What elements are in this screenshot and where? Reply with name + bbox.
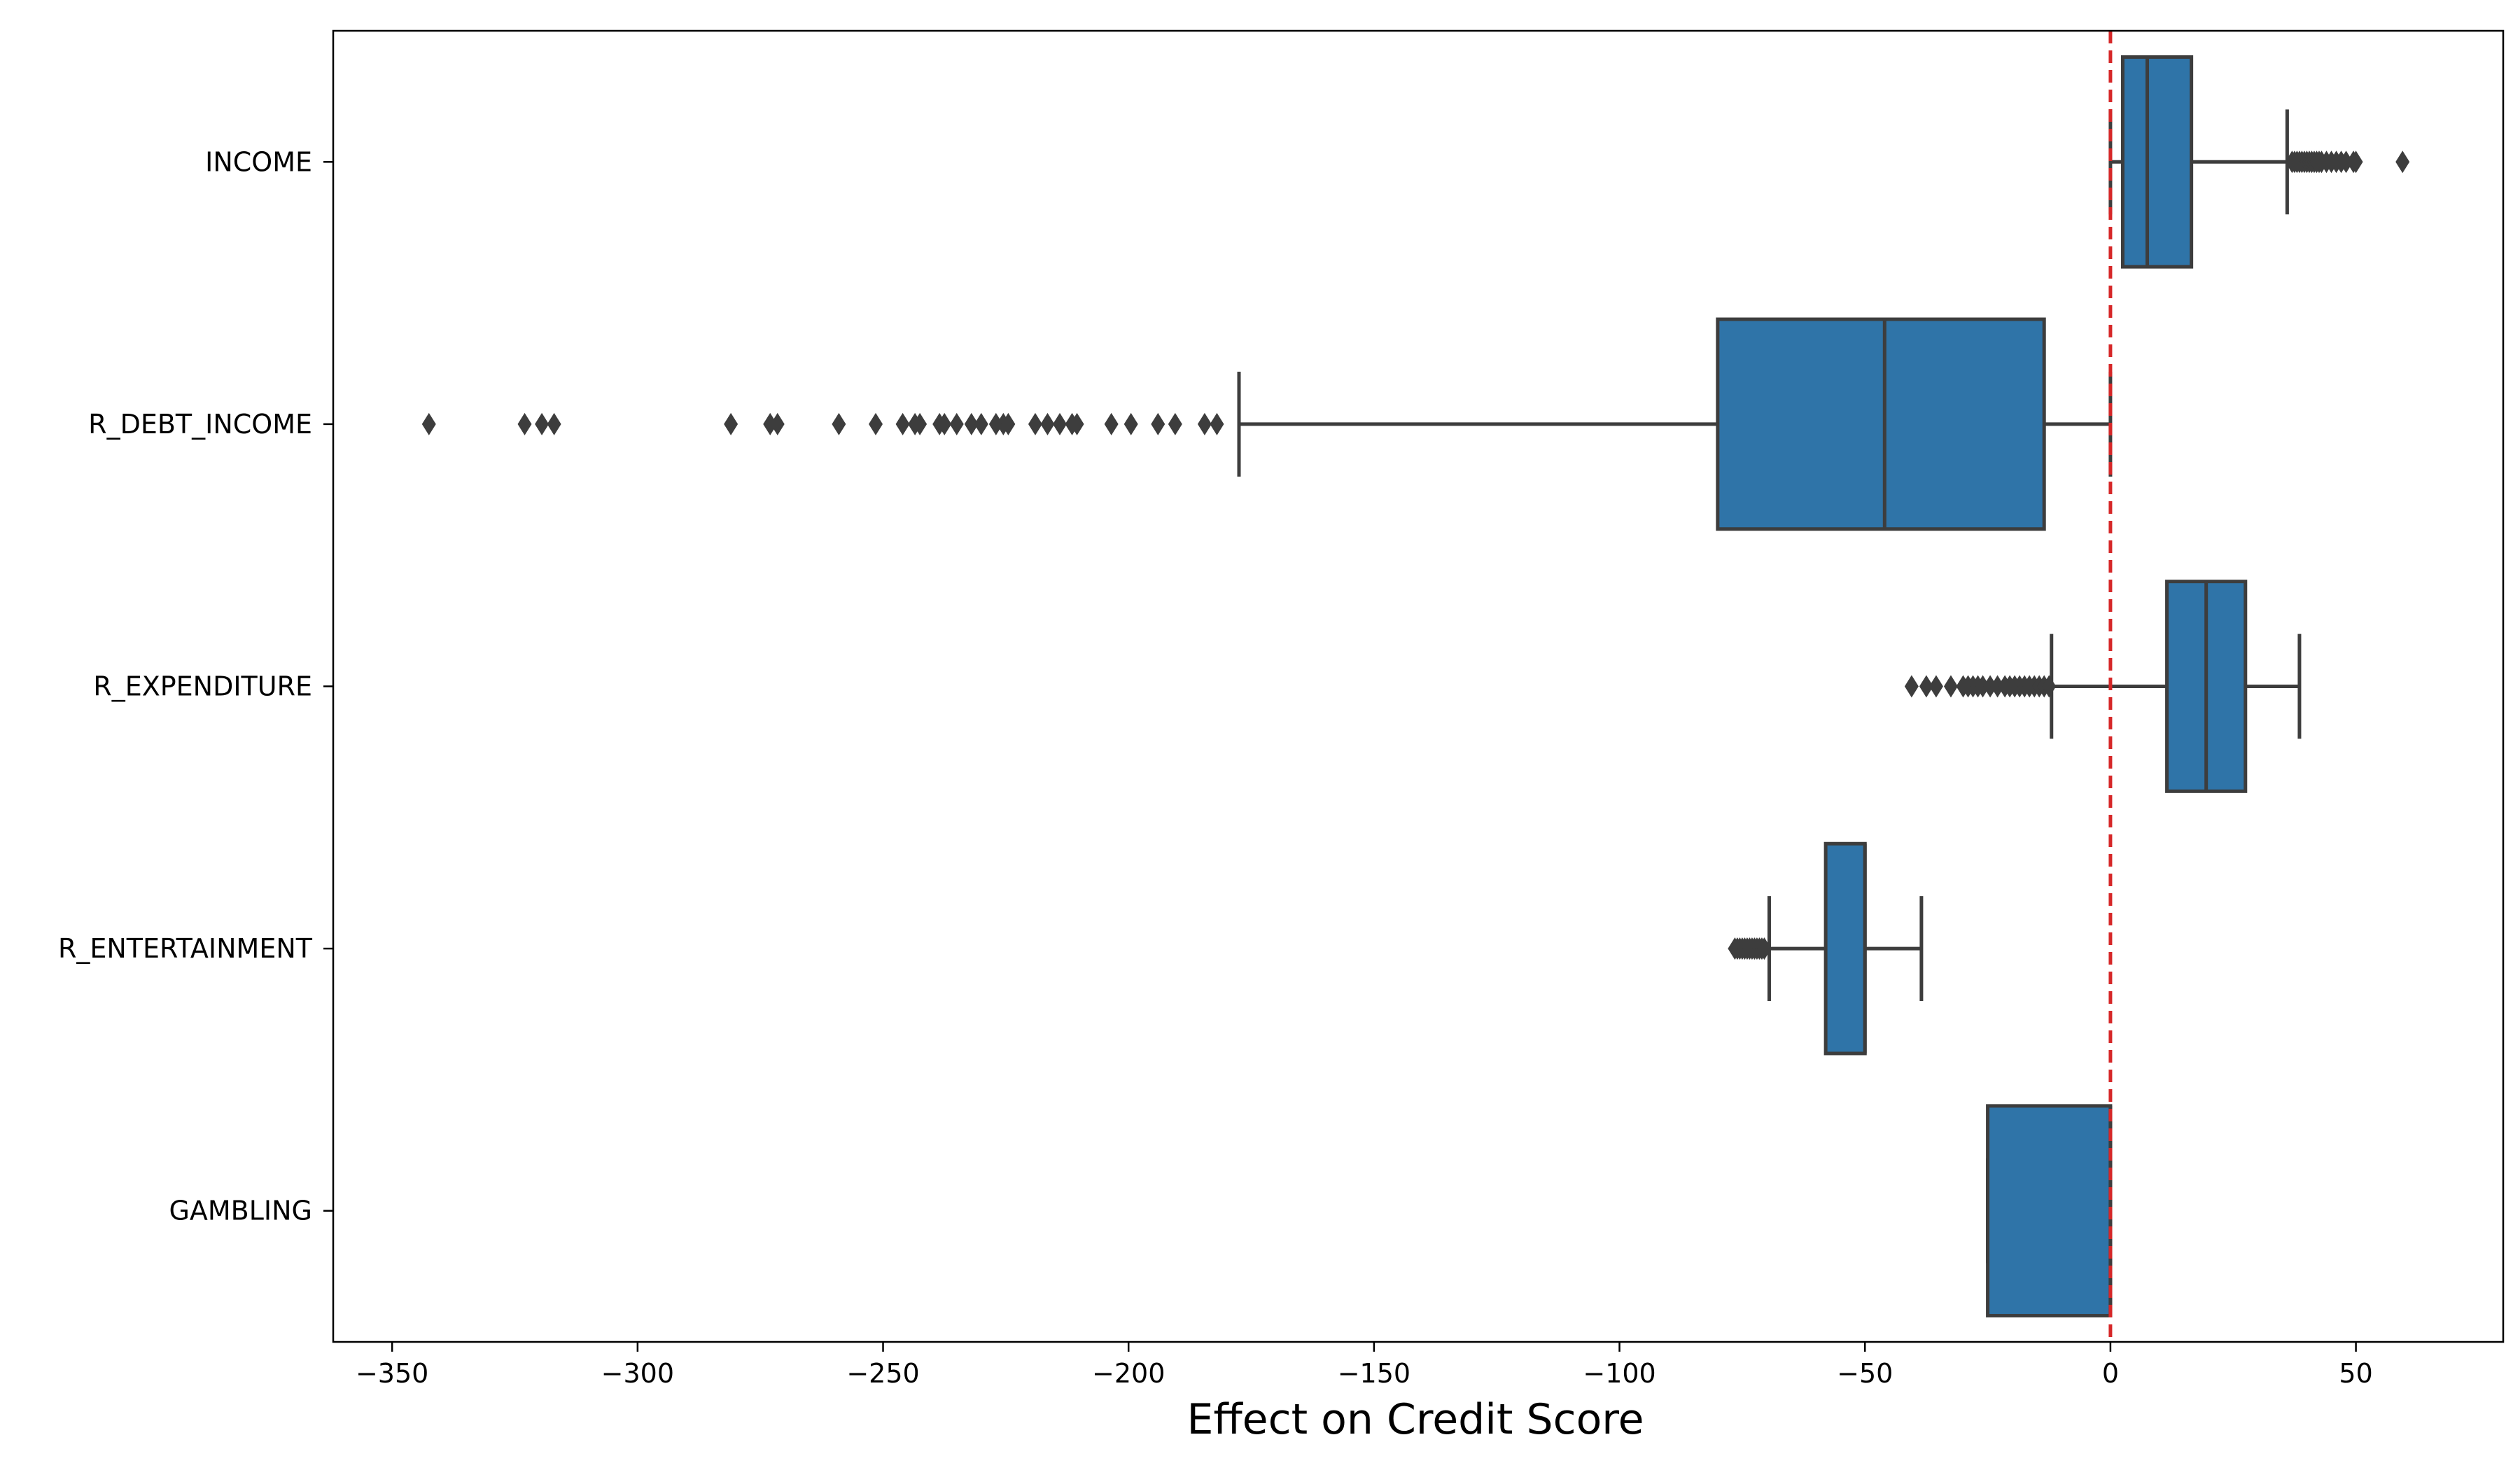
x-tick-label: 50 [2339,1358,2372,1389]
outlier-point [832,412,846,435]
outlier-point [2348,150,2363,174]
outlier-point [1904,675,1919,698]
outlier-point [964,412,979,435]
x-tick-label: −300 [601,1358,674,1389]
outlier-point [1028,412,1042,435]
outlier-point [2042,675,2057,698]
outlier-point [770,412,785,435]
box-iqr [2120,55,2194,269]
outlier-point [1001,412,1016,435]
outlier-point [1919,675,1933,698]
outlier-point [1040,412,1055,435]
x-axis-title: Effect on Credit Score [1186,1395,1644,1444]
outlier-point [1070,412,1084,435]
outlier-point [1210,412,1224,435]
outlier-point [1757,937,1772,960]
outlier-point [1943,675,1958,698]
outlier-point [913,412,927,435]
y-category-label: R_DEBT_INCOME [88,409,312,440]
box-iqr [1986,1104,2113,1318]
y-category-label: R_EXPENDITURE [93,671,312,702]
outlier-point [724,412,738,435]
box-group-r-expenditure [1904,580,2302,793]
outlier-point [2395,150,2410,174]
y-category-label: GAMBLING [169,1196,312,1226]
box-group-income [2108,55,2410,269]
axes: −350 −300 −250 −200 −150 −100 −50 0 50 INCOME R_DE… [58,146,2373,1389]
box-series [421,55,2410,1318]
box-group-gambling [1986,1104,2113,1318]
x-tick-label: −200 [1092,1358,1165,1389]
box-group-r-debt-income [421,317,2113,531]
box-group-r-entertainment [1728,841,1924,1056]
outlier-point [949,412,964,435]
outlier-point [1197,412,1212,435]
outlier-point [1168,412,1182,435]
outlier-point [1104,412,1119,435]
x-tick-label: −100 [1583,1358,1656,1389]
outlier-point [1928,675,1943,698]
x-tick-label: −150 [1338,1358,1410,1389]
outlier-point [869,412,883,435]
outlier-point [895,412,910,435]
box-iqr [1823,841,1867,1056]
outlier-point [535,412,550,435]
y-category-label: INCOME [205,146,312,177]
outlier-point [421,412,436,435]
box-iqr [1716,317,2046,531]
outlier-point [974,412,988,435]
outlier-point [1124,412,1138,435]
outlier-point [517,412,532,435]
outlier-point [988,412,1003,435]
x-tick-label: 0 [2102,1358,2119,1389]
outlier-point [547,412,561,435]
outlier-point [1151,412,1166,435]
x-tick-label: −350 [356,1358,428,1389]
outlier-point [763,412,778,435]
x-tick-label: −50 [1837,1358,1893,1389]
outlier-point [937,412,952,435]
outlier-point [1990,675,2005,698]
y-category-label: R_ENTERTAINMENT [58,933,313,964]
outlier-point [1983,675,1998,698]
outlier-point [2339,150,2353,174]
outlier-point [1975,675,1990,698]
outlier-point [1053,412,1068,435]
x-tick-label: −250 [846,1358,919,1389]
plot-frame [332,29,2505,1343]
